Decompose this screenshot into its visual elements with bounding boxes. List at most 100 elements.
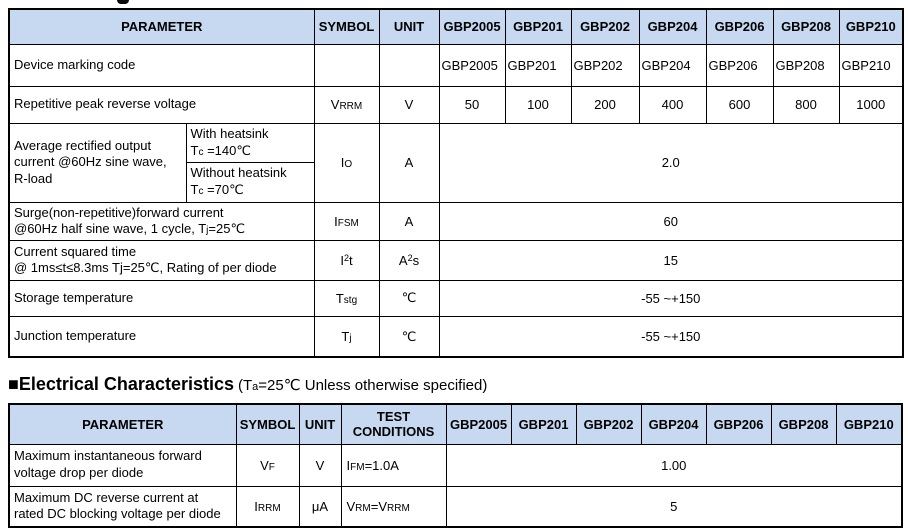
value-cell: GBP210 [838, 43, 904, 87]
condition-tail: =1.0A [364, 457, 399, 473]
col-header-model: GBP210 [838, 8, 904, 45]
note-post: =25℃ Unless otherwise specified) [258, 377, 488, 394]
row-ifsm: Surge(non-repetitive)forward current @60… [8, 201, 904, 241]
heading-note: (Ta=25℃ Unless otherwise specified) [238, 377, 487, 394]
without-heatsink-label: Without heatsink [190, 165, 287, 181]
value-cell: 800 [772, 85, 840, 124]
symbol-subscript: stg [343, 294, 358, 306]
symbol-cell-empty [313, 43, 380, 87]
symbol-cell: I2t [313, 239, 380, 281]
symbol-base: T [335, 290, 344, 306]
col-header-model: GBP206 [705, 8, 774, 45]
electrical-header-row: PARAMETER SYMBOL UNIT TEST CONDITIONS GB… [8, 403, 903, 445]
parameter-line2: @60Hz half sine wave, 1 cycle, T [14, 221, 207, 237]
col-header-model: GBP204 [638, 8, 707, 45]
unit-cell: A [378, 201, 440, 241]
note-subscript: a [252, 381, 259, 393]
col-header-model: GBP202 [575, 403, 642, 445]
with-heatsink-label: With heatsink [190, 125, 269, 141]
condition-base2: =V [370, 498, 387, 514]
parameter-line1: Current squared time [14, 243, 137, 259]
parameter-line2: @ 1ms≤t≤8.3ms Tj=25℃, Rating of per diod… [14, 260, 277, 276]
condition-base: I [346, 457, 351, 473]
row-irrm: Maximum DC reverse current at rated DC b… [8, 485, 903, 528]
symbol-cell: Tj [313, 315, 380, 358]
value-cell: 50 [438, 85, 506, 124]
unit-cell: ℃ [378, 279, 440, 317]
row-vrrm: Repetitive peak reverse voltage VRRM V 5… [8, 85, 904, 124]
col-header-model: GBP201 [504, 8, 572, 45]
value-cell: GBP2005 [438, 43, 506, 87]
col-header-model: GBP2005 [438, 8, 506, 45]
unit-cell: A [378, 122, 440, 203]
symbol-cell: IFSM [313, 201, 380, 241]
row-vf: Maximum instantaneous forward voltage dr… [8, 443, 903, 487]
col-header-symbol: SYMBOL [235, 403, 300, 445]
note-pre: (T [238, 377, 253, 394]
col-header-model: GBP210 [835, 403, 903, 445]
symbol-base: I [254, 498, 258, 514]
symbol-base: V [330, 97, 340, 112]
row-io-with-heatsink: Average rectified output current @60Hz s… [8, 122, 904, 203]
value-cell: GBP201 [504, 43, 572, 87]
symbol-base: V [260, 457, 269, 473]
symbol-subscript: RRM [257, 502, 281, 514]
unit-cell: V [298, 443, 342, 487]
col-header-model: GBP204 [640, 403, 707, 445]
ratings-header-row: PARAMETER SYMBOL UNIT GBP2005 GBP201 GBP… [8, 8, 904, 45]
parameter-line1: Maximum instantaneous forward [14, 448, 202, 464]
tc-value: =70℃ [203, 182, 244, 197]
col-header-test-conditions: TEST CONDITIONS [340, 403, 447, 445]
symbol-subscript: O [344, 159, 353, 170]
value-cell: 400 [638, 85, 707, 124]
electrical-characteristics-heading: ■Electrical Characteristics (Ta=25℃ Unles… [8, 371, 487, 397]
tc-base: T [190, 142, 199, 158]
symbol-cell: IO [313, 122, 380, 203]
value-cell: 600 [705, 85, 774, 124]
parameter-cell: Device marking code [8, 43, 315, 87]
parameter-cell: Junction temperature [8, 315, 315, 358]
symbol-cell: VRRM [313, 85, 380, 124]
value-cell-merged: 2.0 [438, 122, 904, 203]
symbol-base: I [340, 252, 344, 268]
parameter-line2-tail: =25℃ [208, 221, 246, 237]
col-header-model: GBP208 [772, 8, 840, 45]
row-i2t: Current squared time @ 1ms≤t≤8.3ms Tj=25… [8, 239, 904, 281]
unit-cell: V [378, 85, 440, 124]
heading-title: ■Electrical Characteristics [8, 374, 234, 394]
unit-cell: ℃ [378, 315, 440, 358]
unit-cell-empty [378, 43, 440, 87]
col-header-parameter: PARAMETER [8, 403, 237, 445]
electrical-characteristics-table: PARAMETER SYMBOL UNIT TEST CONDITIONS GB… [8, 403, 903, 528]
parameter-line1: Maximum DC reverse current at [14, 489, 199, 505]
tc-base: T [190, 182, 199, 197]
symbol-base: T [341, 329, 350, 345]
unit-cell: A2s [378, 239, 440, 281]
col-header-model: GBP206 [705, 403, 772, 445]
value-cell: GBP208 [772, 43, 840, 87]
col-header-model: GBP201 [510, 403, 577, 445]
value-cell-merged: -55 ~+150 [438, 315, 904, 358]
tc-subscript: c [198, 186, 204, 197]
parameter-cell: Maximum DC reverse current at rated DC b… [8, 485, 237, 528]
symbol-tail: t [349, 252, 353, 268]
parameter-cell: Average rectified output current @60Hz s… [8, 122, 187, 203]
parameter-cell: Repetitive peak reverse voltage [8, 85, 315, 124]
tc-subscript: c [198, 146, 204, 158]
symbol-superscript: 2 [343, 252, 349, 263]
value-cell: 200 [570, 85, 640, 124]
row-tj: Junction temperature Tj ℃ -55 ~+150 [8, 315, 904, 358]
condition-base: V [346, 498, 356, 514]
parameter-cell: Current squared time @ 1ms≤t≤8.3ms Tj=25… [8, 239, 315, 281]
unit-tail: s [412, 252, 420, 268]
symbol-subscript: FSM [337, 217, 359, 229]
value-cell-merged: 1.00 [445, 443, 903, 487]
unit-superscript: 2 [407, 252, 413, 263]
symbol-subscript: F [268, 461, 275, 473]
value-cell: 100 [504, 85, 572, 124]
symbol-base: I [334, 213, 338, 229]
without-heatsink-cell: Without heatsink Tc =70℃ [185, 161, 315, 203]
symbol-cell: Tstg [313, 279, 380, 317]
value-cell: GBP206 [705, 43, 774, 87]
